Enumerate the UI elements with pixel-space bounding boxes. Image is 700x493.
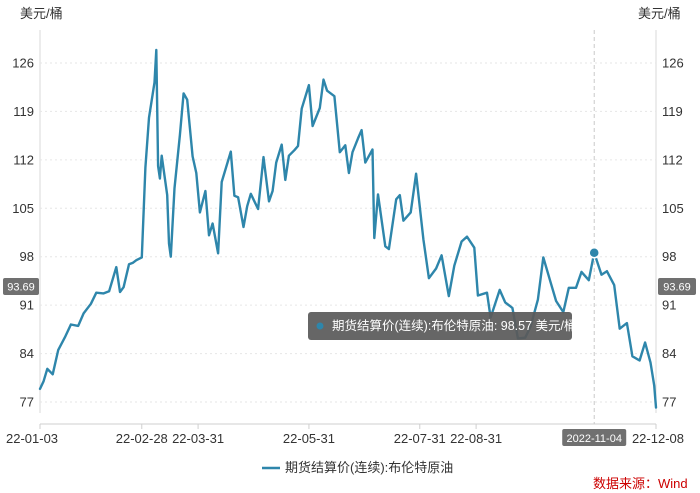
right-value-badge: 93.69 <box>658 278 696 296</box>
x-tick-label: 22-03-31 <box>172 431 224 446</box>
hover-point <box>588 247 600 259</box>
x-tick-labels: 22-01-03 22-02-28 22-03-31 22-05-31 22-07-31… <box>6 424 684 446</box>
tooltip-value: 98.57 <box>501 319 532 333</box>
y-tick-label-right: 84 <box>662 346 676 361</box>
y-tick-label-right: 126 <box>662 56 684 71</box>
left-value-badge: 93.69 <box>3 278 39 296</box>
y-tick-label-left: 105 <box>12 201 34 216</box>
series-line-brent <box>38 48 658 409</box>
y-tick-label-right: 119 <box>662 104 683 119</box>
y-tick-label-right: 91 <box>662 298 676 313</box>
right-unit-label: 美元/桶 <box>638 6 681 21</box>
legend-label: 期货结算价(连续):布伦特原油 <box>285 460 453 475</box>
tooltip-unit: 美元/桶 <box>536 318 577 333</box>
y-tick-label-right: 112 <box>662 152 683 167</box>
tooltip-series-name: 期货结算价(连续):布伦特原油 <box>332 318 494 333</box>
x-tick-label: 22-07-31 <box>394 431 446 446</box>
y-tick-label-left: 119 <box>13 104 34 119</box>
y-tick-label-right: 77 <box>662 395 676 410</box>
y-tick-label-right: 98 <box>662 249 676 264</box>
x-tick-label: 22-02-28 <box>116 431 168 446</box>
svg-text:2022-11-04: 2022-11-04 <box>566 433 621 445</box>
left-unit-label: 美元/桶 <box>20 6 63 21</box>
source-label: 数据来源：Wind <box>593 476 688 491</box>
y-tick-label-left: 98 <box>20 249 34 264</box>
tooltip-marker <box>316 322 324 330</box>
y-tick-label-left: 126 <box>12 56 34 71</box>
crosshair-date-badge: 2022-11-04 <box>562 429 627 446</box>
legend[interactable]: 期货结算价(连续):布伦特原油 <box>262 460 453 475</box>
y-tick-label-left: 91 <box>20 298 34 313</box>
tooltip: 期货结算价(连续):布伦特原油: 98.57 美元/桶 <box>308 312 577 340</box>
y-tick-label-left: 112 <box>13 152 34 167</box>
y-tick-labels: 126 126 119 119 112 112 105 105 98 98 91 91 84 84 77 77 <box>12 56 683 410</box>
svg-text:93.69: 93.69 <box>7 282 35 294</box>
grid-lines <box>40 62 656 403</box>
x-tick-label: 22-12-08 <box>632 431 684 446</box>
x-tick-label: 22-05-31 <box>283 431 335 446</box>
y-tick-label-right: 105 <box>662 201 684 216</box>
svg-text:期货结算价(连续):布伦特原油: 98.57 美元/桶: 期货结算价(连续):布伦特原油: 98.57 美元/桶 <box>332 318 577 333</box>
y-tick-label-left: 84 <box>20 346 34 361</box>
x-tick-label: 22-08-31 <box>450 431 502 446</box>
x-tick-label: 22-01-03 <box>6 431 58 446</box>
y-tick-label-left: 77 <box>20 395 34 410</box>
svg-text:93.69: 93.69 <box>663 282 691 294</box>
